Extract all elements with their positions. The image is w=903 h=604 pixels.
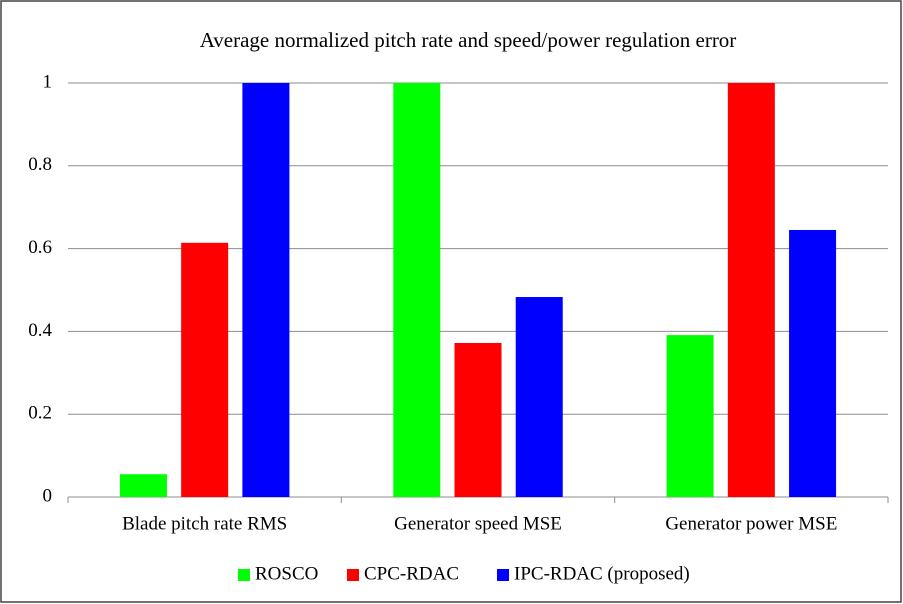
bar [242,83,290,497]
x-tick-label: Generator power MSE [665,513,837,534]
y-tick-label: 0.6 [28,237,52,258]
legend-label: CPC-RDAC [364,563,459,584]
bar [727,83,775,497]
y-tick-label: 0.2 [28,403,52,424]
x-tick-label: Generator speed MSE [394,513,562,534]
legend-label: ROSCO [255,563,318,584]
legend-swatch [347,569,359,581]
y-tick-label: 1 [43,71,53,92]
y-tick-label: 0.8 [28,154,52,175]
legend-swatch [497,569,509,581]
bar [666,335,714,497]
bar [454,342,502,497]
legend-label: IPC-RDAC (proposed) [514,563,690,584]
bar [181,242,229,497]
bar [515,297,563,497]
y-tick-label: 0.4 [28,320,52,341]
chart-title: Average normalized pitch rate and speed/… [200,28,737,52]
bar [119,474,167,497]
x-tick-label: Blade pitch rate RMS [122,513,287,534]
y-tick-label: 0 [43,485,53,506]
bar [789,229,837,497]
bar [393,83,441,497]
legend-swatch [238,569,250,581]
